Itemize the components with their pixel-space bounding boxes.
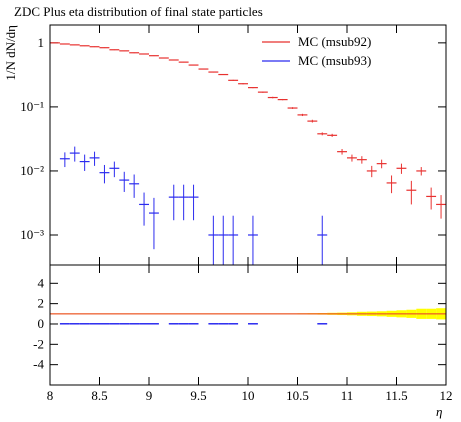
y-tick-label: -4: [33, 357, 44, 372]
y-tick-label: 1: [38, 35, 45, 50]
y-tick-label: 10⁻³: [20, 227, 44, 242]
y-axis-label: 1/N dN/dη: [3, 25, 18, 81]
y-tick-label: -2: [33, 336, 44, 351]
y-tick-label: 10⁻²: [20, 163, 44, 178]
plot-frame: [49, 264, 447, 386]
x-axis-label: η: [436, 404, 442, 419]
x-tick-label: 8: [47, 388, 54, 403]
plot-frame: [49, 24, 447, 266]
x-tick-label: 11.5: [385, 388, 407, 403]
x-tick-label: 8.5: [91, 388, 107, 403]
x-tick-label: 12: [440, 388, 453, 403]
y-tick-label: 10⁻¹: [20, 99, 44, 114]
y-tick-label: 4: [38, 275, 45, 290]
legend-label: MC (msub93): [298, 53, 371, 68]
x-tick-label: 10.5: [286, 388, 309, 403]
x-tick-label: 10: [242, 388, 255, 403]
x-tick-label: 9: [146, 388, 153, 403]
x-tick-label: 9.5: [190, 388, 206, 403]
y-tick-label: 0: [38, 316, 45, 331]
y-tick-label: 2: [38, 296, 45, 311]
legend-label: MC (msub92): [298, 34, 371, 49]
x-tick-label: 11: [341, 388, 354, 403]
chart-title: ZDC Plus eta distribution of final state…: [14, 4, 263, 19]
